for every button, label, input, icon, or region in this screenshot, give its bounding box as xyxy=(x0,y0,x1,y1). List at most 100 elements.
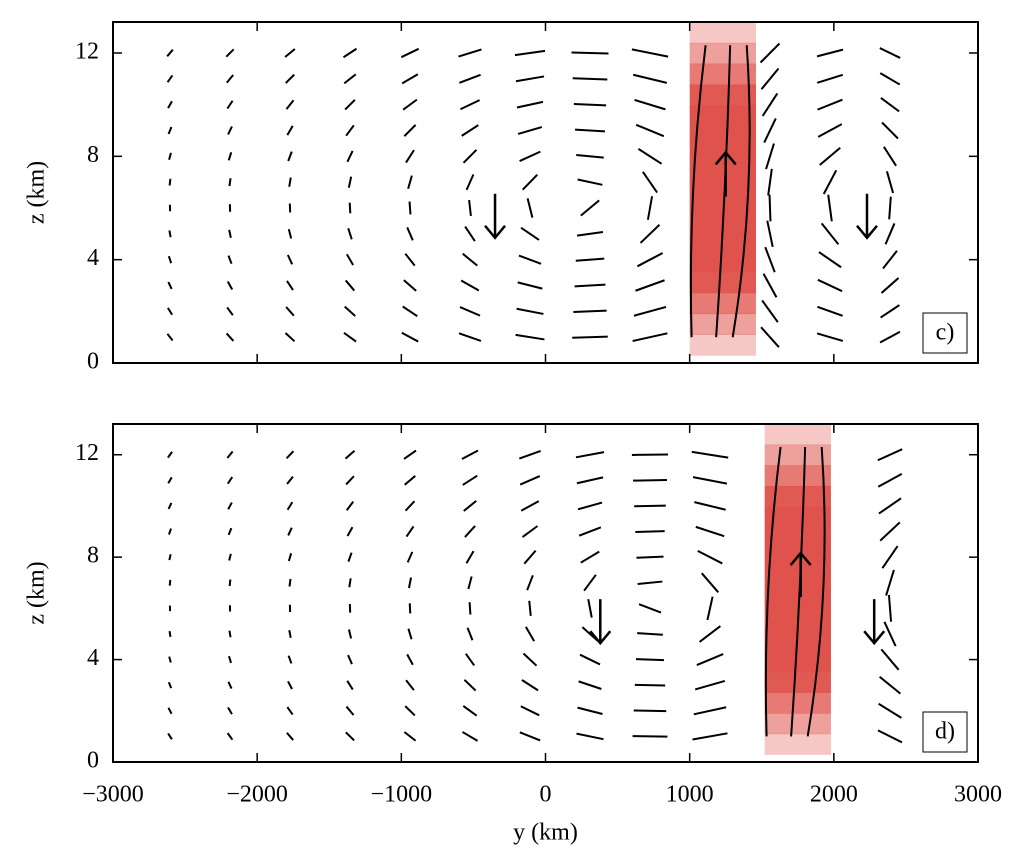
flow-segment xyxy=(817,98,843,111)
flow-segment xyxy=(407,628,413,640)
flow-segment xyxy=(706,596,714,621)
flow-segment xyxy=(458,48,482,58)
heating-band xyxy=(764,527,831,549)
flow-segment xyxy=(764,246,776,273)
y-tick-label: 0 xyxy=(87,748,99,774)
flow-segment xyxy=(404,705,416,717)
flow-segment xyxy=(407,175,413,190)
heating-band xyxy=(689,251,756,273)
flow-segment xyxy=(759,42,781,64)
flow-segment xyxy=(881,121,899,140)
flow-segment xyxy=(403,731,417,742)
arrow-head xyxy=(856,224,878,240)
heating-band xyxy=(764,651,831,673)
x-tick-label: 0 xyxy=(540,782,552,808)
flow-segment xyxy=(520,500,540,512)
updraft-line xyxy=(689,45,707,338)
flow-segment xyxy=(523,549,537,565)
flow-segment xyxy=(345,501,355,511)
flow-segment xyxy=(587,598,593,618)
flow-segment xyxy=(576,476,604,485)
heating-band xyxy=(764,465,831,487)
flow-segment xyxy=(343,331,357,343)
flow-segment xyxy=(695,525,725,538)
flow-segment xyxy=(167,255,173,264)
flow-segment xyxy=(400,47,420,59)
heating-band xyxy=(764,485,831,508)
flow-segment xyxy=(818,251,842,269)
flow-segment xyxy=(879,47,901,59)
flow-segment xyxy=(464,653,476,667)
flow-segment xyxy=(228,553,232,561)
flow-segment xyxy=(816,332,844,342)
flow-segment xyxy=(880,277,900,294)
flow-arrow xyxy=(789,551,812,598)
flow-segment xyxy=(404,475,416,486)
flow-segment xyxy=(761,92,779,117)
heating-band xyxy=(689,126,756,148)
flow-segment xyxy=(459,73,481,84)
flow-segment xyxy=(519,475,541,486)
flow-segment xyxy=(879,72,901,86)
flow-arrow xyxy=(484,193,507,240)
flow-segment xyxy=(767,168,773,196)
flow-segment xyxy=(285,306,295,317)
flow-segment xyxy=(646,196,654,220)
flow-segment xyxy=(827,194,833,222)
flow-segment xyxy=(633,479,667,482)
flow-segment xyxy=(575,451,605,459)
panel-label-box xyxy=(922,312,968,354)
flow-segment xyxy=(817,305,843,317)
updraft-line xyxy=(764,446,782,737)
flow-segment xyxy=(465,550,475,564)
flow-segment xyxy=(692,476,728,485)
flow-segment xyxy=(576,154,604,159)
y-tick-label: 12 xyxy=(75,440,99,466)
heating-band xyxy=(764,568,831,590)
heating-band xyxy=(689,292,756,315)
arrow-head xyxy=(714,150,737,166)
flow-segment xyxy=(348,578,352,588)
x-tick-label: 3000 xyxy=(954,782,1002,808)
flow-segment xyxy=(286,706,294,716)
flow-segment xyxy=(822,169,838,195)
flow-segment xyxy=(633,709,667,713)
flow-segment xyxy=(817,278,843,293)
flow-segment xyxy=(463,500,477,512)
flow-segment xyxy=(288,177,292,187)
flow-segment xyxy=(697,549,723,565)
flow-segment xyxy=(401,331,419,343)
flow-segment xyxy=(879,330,901,344)
x-tick-label: −1000 xyxy=(371,782,433,808)
y-tick-label: 8 xyxy=(87,543,99,569)
flow-segment xyxy=(168,230,172,238)
flow-segment xyxy=(574,283,606,288)
x-axis-label: y (km) xyxy=(513,820,578,846)
flow-segment xyxy=(693,706,727,716)
flow-segment xyxy=(760,67,780,90)
flow-segment xyxy=(406,653,414,666)
heating-band xyxy=(689,271,756,294)
flow-segment xyxy=(226,281,234,290)
flow-segment xyxy=(347,654,353,665)
flow-arrow xyxy=(856,193,878,240)
updraft-line xyxy=(731,45,751,338)
flow-segment xyxy=(225,332,235,342)
flow-segment xyxy=(521,525,539,538)
heating-band xyxy=(764,424,831,446)
flow-segment xyxy=(167,732,173,740)
flow-segment xyxy=(227,502,233,510)
flow-segment xyxy=(637,580,663,585)
flow-segment xyxy=(515,333,545,341)
flow-segment xyxy=(167,281,173,290)
flow-segment xyxy=(227,126,233,135)
flow-segment xyxy=(514,49,546,57)
flow-segment xyxy=(520,705,540,717)
y-axis-label: z (km) xyxy=(24,161,50,224)
y-tick-label: 12 xyxy=(75,39,99,65)
flow-segment xyxy=(521,679,539,692)
flow-segment xyxy=(578,526,602,537)
heating-band xyxy=(689,105,756,127)
flow-segment xyxy=(642,171,658,194)
